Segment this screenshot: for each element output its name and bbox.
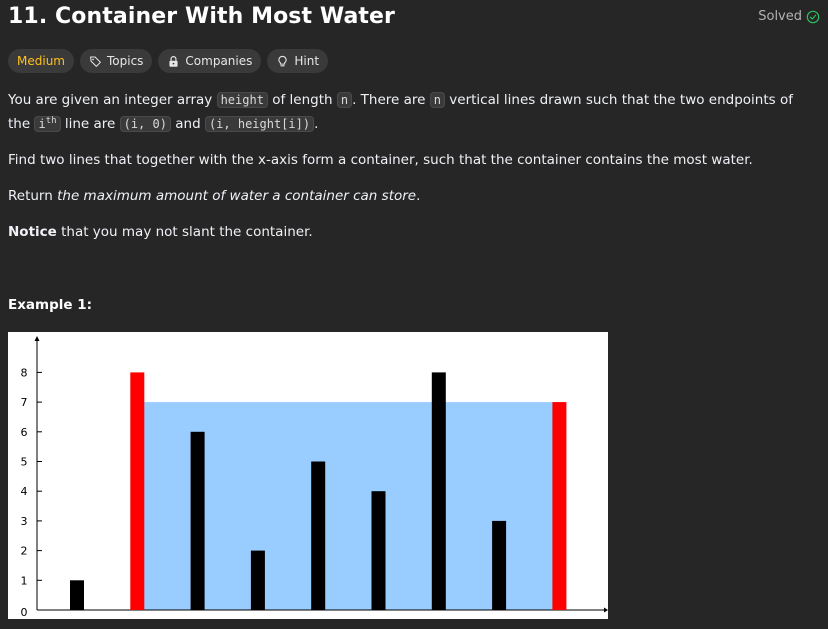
hint-label: Hint (294, 54, 320, 68)
bar (492, 520, 507, 610)
y-tick-label: 7 (21, 396, 28, 409)
water-container-chart: 0 1 2 3 4 5 6 7 8 (21, 336, 608, 619)
y-tick-label: 4 (21, 485, 28, 498)
x-axis-arrow (604, 607, 608, 613)
tag-icon (90, 56, 101, 67)
difficulty-label: Medium (17, 54, 65, 68)
y-tick-label: 8 (21, 366, 28, 379)
water-area (137, 402, 560, 610)
difficulty-badge[interactable]: Medium (8, 49, 74, 73)
y-tick-label: 1 (21, 574, 28, 587)
bar (250, 550, 265, 610)
inline-code: height (216, 92, 268, 108)
y-tick-label: 2 (21, 545, 28, 558)
bar (190, 431, 205, 610)
highlighted-bar (552, 402, 567, 610)
problem-title: 11. Container With Most Water (8, 4, 395, 29)
solved-status: Solved (758, 9, 820, 24)
description-paragraph-2: Find two lines that together with the x-… (8, 152, 753, 168)
inline-code: ith (34, 116, 61, 132)
bar (371, 491, 386, 610)
topics-button[interactable]: Topics (79, 49, 153, 73)
companies-button[interactable]: Companies (158, 49, 262, 73)
y-tick-label: 0 (21, 606, 28, 619)
problem-description: You are given an integer array height of… (8, 90, 816, 243)
inline-code: (i, 0) (119, 116, 171, 132)
inline-code: n (336, 92, 353, 108)
description-paragraph-3: Return the maximum amount of water a con… (8, 188, 421, 204)
tag-row: Medium Topics Companies Hint (8, 49, 329, 73)
example-chart: 0 1 2 3 4 5 6 7 8 (8, 332, 608, 619)
companies-label: Companies (185, 54, 253, 68)
y-tick-label: 6 (21, 426, 28, 439)
y-tick-label: 5 (21, 456, 28, 469)
bar (431, 372, 446, 610)
inline-code: n (429, 92, 445, 108)
hint-button[interactable]: Hint (267, 49, 329, 73)
description-paragraph-1: You are given an integer array height of… (8, 92, 793, 132)
bar (70, 580, 84, 610)
lock-icon (169, 55, 178, 67)
description-paragraph-4: Notice that you may not slant the contai… (8, 224, 313, 240)
inline-code: (i, height[i]) (204, 116, 315, 132)
lightbulb-icon (278, 55, 287, 66)
example-title: Example 1: (8, 297, 93, 313)
y-tick-label: 3 (21, 515, 28, 528)
check-circle-icon (806, 10, 820, 23)
highlighted-bar (130, 372, 145, 610)
solved-label: Solved (758, 9, 802, 24)
bar (311, 461, 326, 610)
y-axis-arrow (34, 336, 40, 341)
topics-label: Topics (106, 54, 144, 68)
